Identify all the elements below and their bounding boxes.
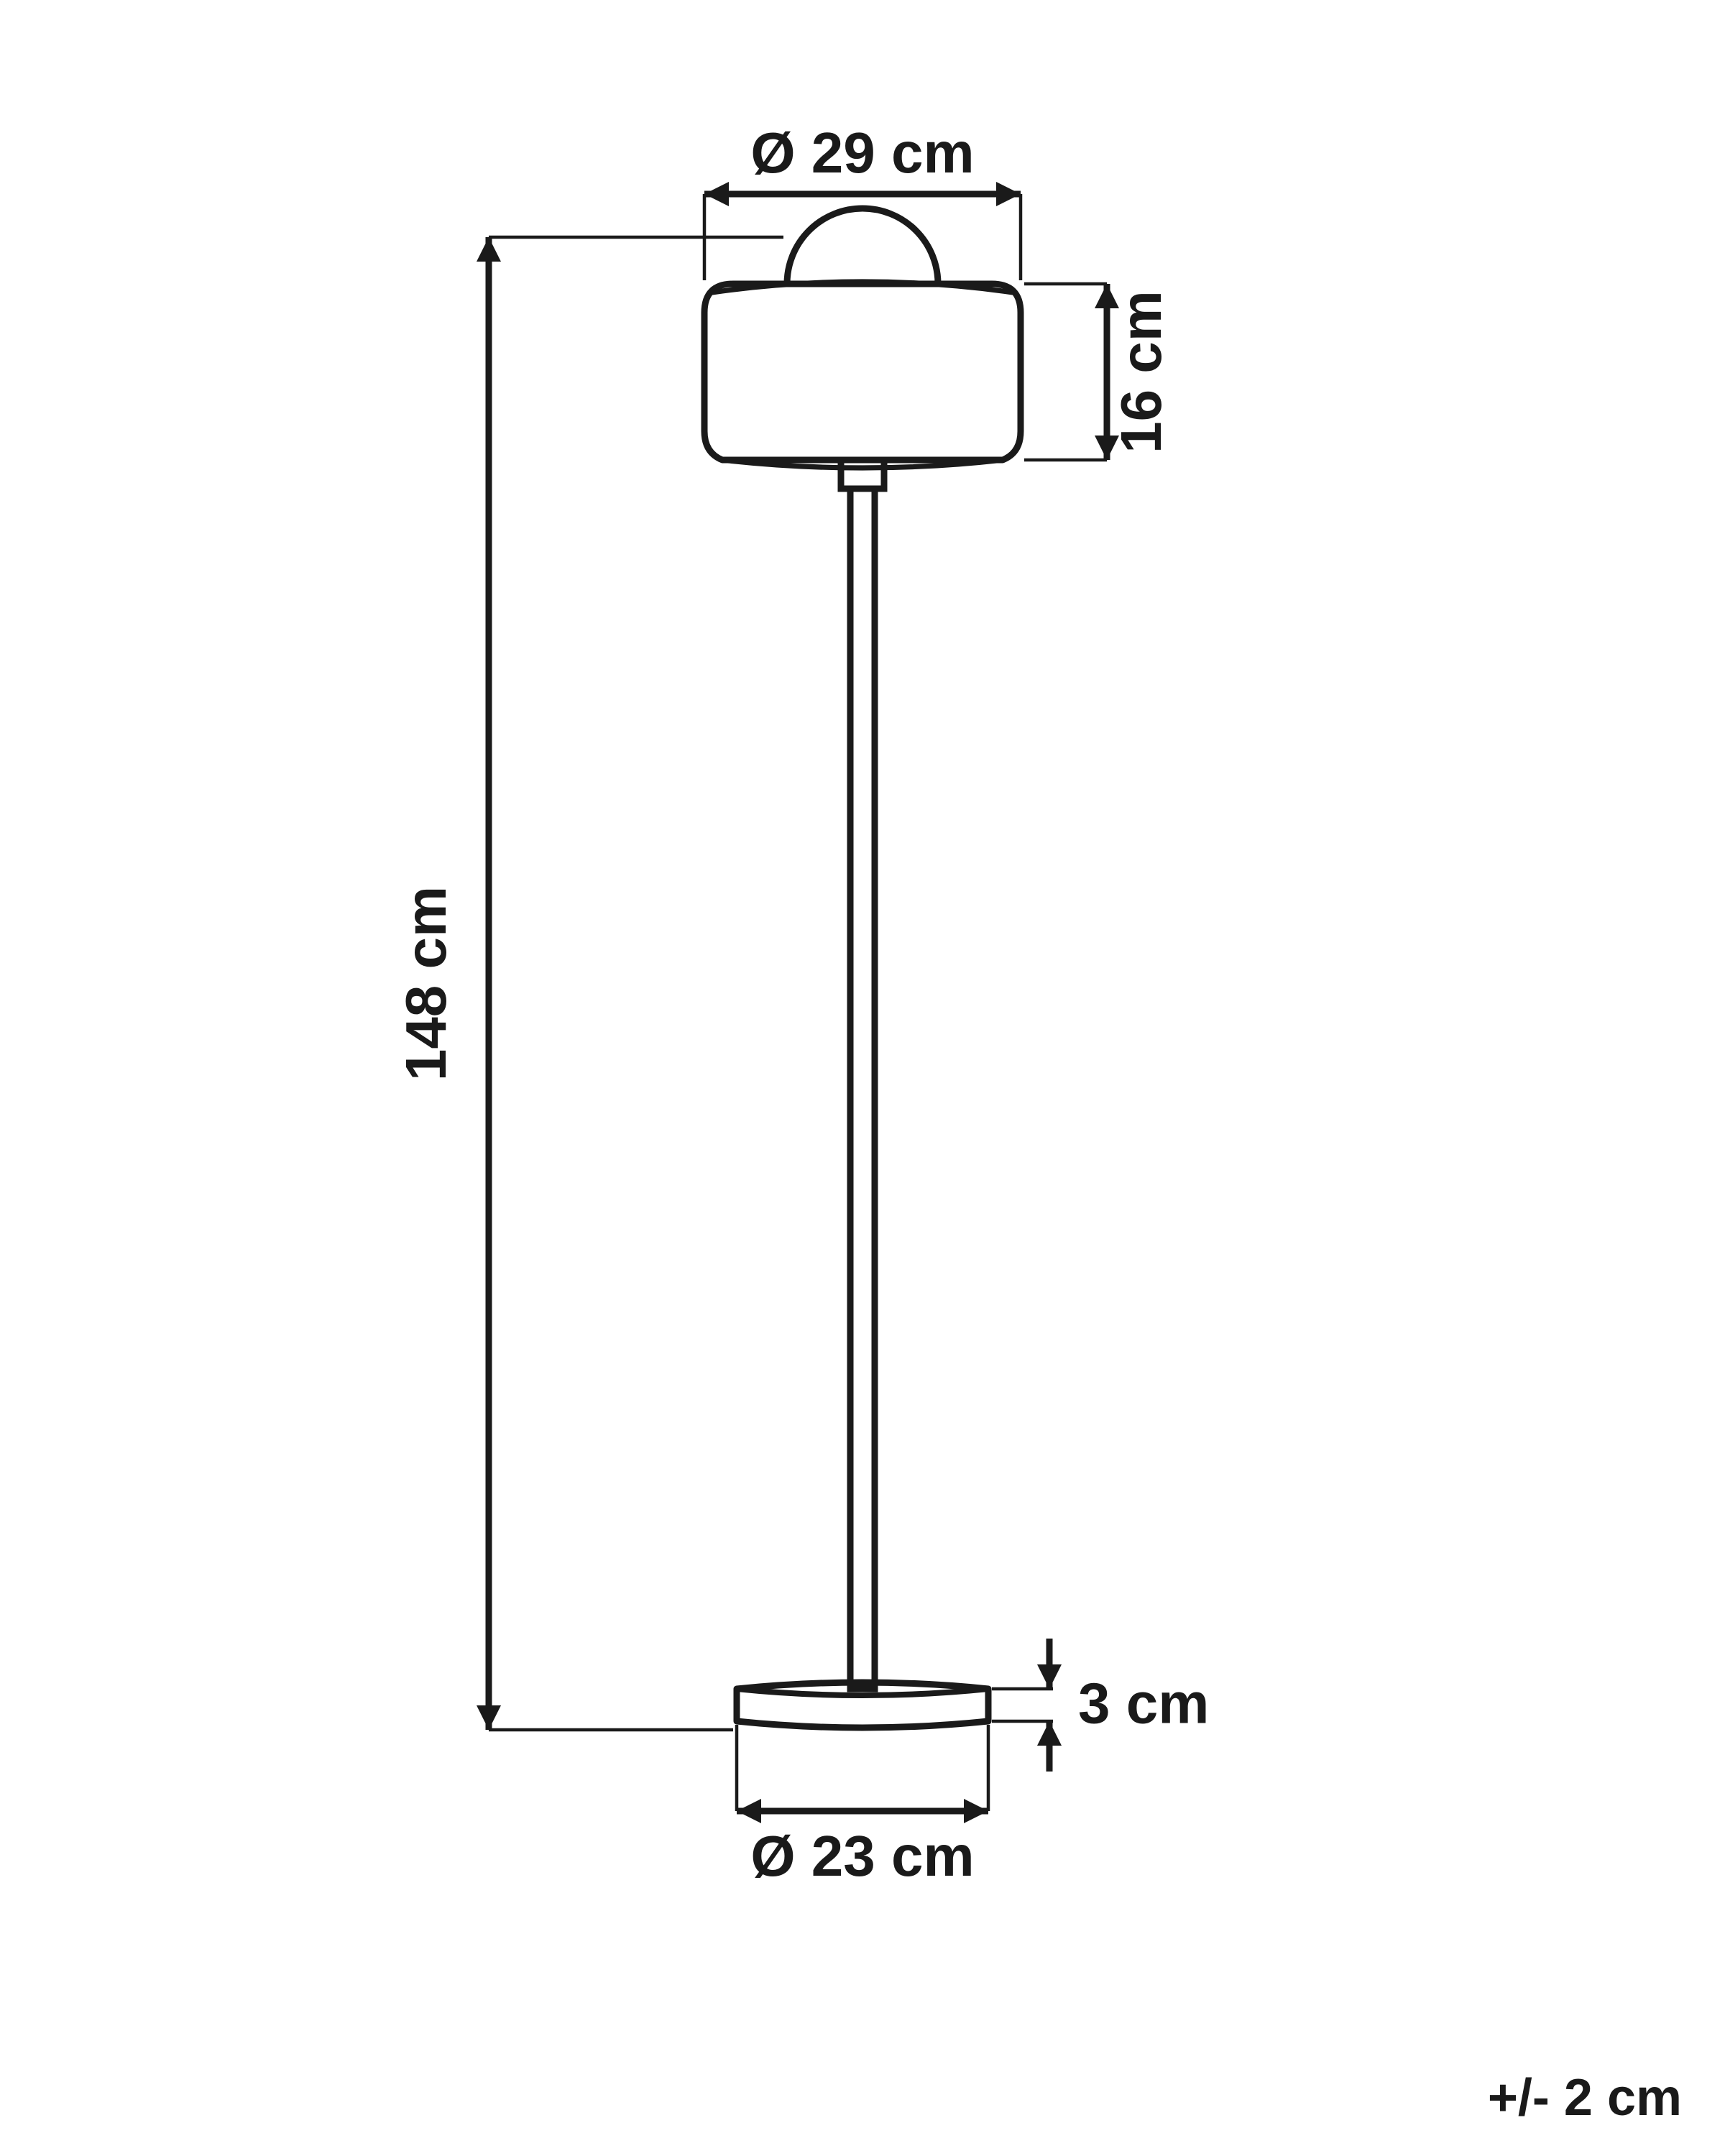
shade-diameter-label: Ø 29 cm: [750, 121, 974, 185]
base-diameter-label: Ø 23 cm: [750, 1824, 974, 1888]
total-height-label: 148 cm: [394, 886, 458, 1081]
tolerance-note: +/- 2 cm: [1488, 2068, 1682, 2127]
shade-height-label: 16 cm: [1109, 290, 1173, 453]
lamp-dimension-drawing: Ø 29 cm 16 cm 148 cm 3 cm Ø 23 cm: [0, 0, 1725, 2156]
base-height-label: 3 cm: [1078, 1672, 1209, 1736]
